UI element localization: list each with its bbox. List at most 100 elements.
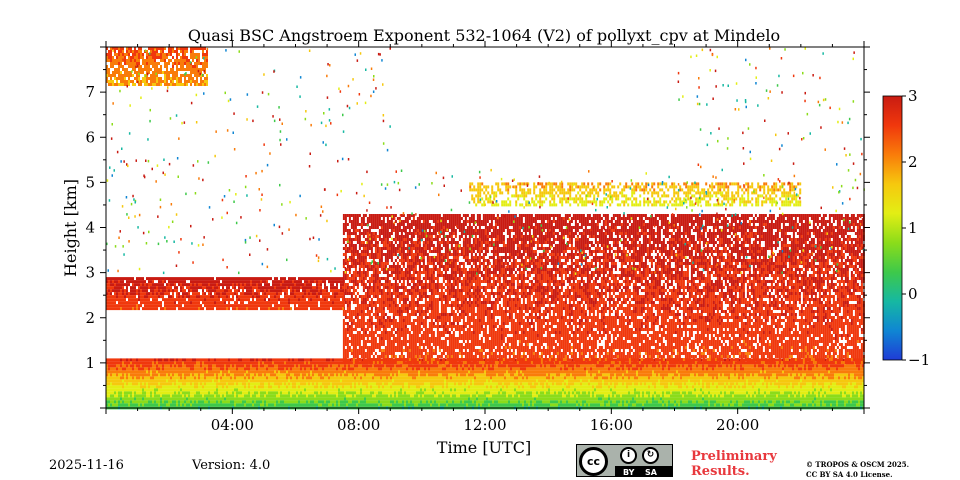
heat-cell	[626, 367, 628, 371]
heat-cell	[408, 367, 410, 371]
heat-cell	[194, 403, 196, 407]
heat-cell	[496, 358, 498, 362]
heat-cell	[322, 403, 324, 407]
heat-cell	[292, 367, 294, 371]
heat-cell	[176, 364, 178, 368]
heat-cell	[622, 388, 624, 392]
heat-cell	[492, 394, 494, 398]
heat-cell	[166, 400, 168, 404]
heat-cell	[536, 382, 538, 386]
heat-cell	[672, 364, 674, 368]
heat-cell	[312, 376, 314, 380]
heat-cell	[460, 397, 462, 401]
heat-cell	[586, 367, 588, 371]
heat-cell	[340, 394, 342, 398]
heat-cell	[208, 394, 210, 398]
heat-cell	[248, 388, 250, 392]
heat-cell	[560, 397, 562, 401]
heat-cell	[498, 370, 500, 374]
heat-cell	[294, 376, 296, 380]
heat-cell	[650, 400, 652, 404]
heat-cell	[322, 364, 324, 368]
heat-cell	[236, 358, 238, 362]
heat-cell	[388, 370, 390, 374]
heat-cell	[556, 373, 558, 377]
heat-cell	[330, 403, 332, 407]
heat-cell	[492, 388, 494, 392]
heat-cell	[254, 403, 256, 407]
heat-cell	[364, 400, 366, 404]
heat-cell	[404, 379, 406, 383]
heat-cell	[450, 376, 452, 380]
heat-cell	[482, 367, 484, 371]
heat-cell	[250, 361, 252, 365]
heat-cell	[282, 391, 284, 395]
heat-cell	[152, 382, 154, 386]
heat-cell	[552, 364, 554, 368]
heat-cell	[386, 364, 388, 368]
heat-cell	[476, 391, 478, 395]
heat-cell	[486, 391, 488, 395]
heat-cell	[142, 376, 144, 380]
heat-cell	[660, 379, 662, 383]
heat-cell	[120, 376, 122, 380]
heat-cell	[114, 385, 116, 389]
heat-cell	[210, 358, 212, 362]
heat-cell	[354, 394, 356, 398]
heat-cell	[548, 382, 550, 386]
heat-cell	[594, 370, 596, 374]
heat-cell	[680, 376, 682, 380]
heat-cell	[632, 388, 634, 392]
heat-cell	[150, 361, 152, 365]
heat-cell	[360, 403, 362, 407]
heat-cell	[406, 382, 408, 386]
heat-cell	[144, 370, 146, 374]
heat-cell	[520, 385, 522, 389]
heat-cell	[540, 370, 542, 374]
heat-cell	[212, 385, 214, 389]
heat-cell	[422, 385, 424, 389]
heat-cell	[218, 391, 220, 395]
heat-cell	[626, 391, 628, 395]
heat-cell	[248, 379, 250, 383]
heat-cell	[256, 370, 258, 374]
heat-cell	[176, 400, 178, 404]
heat-cell	[234, 400, 236, 404]
heat-cell	[594, 403, 596, 407]
heat-cell	[594, 376, 596, 380]
heat-cell	[126, 358, 128, 362]
heat-cell	[322, 382, 324, 386]
heat-cell	[634, 367, 636, 371]
heat-cell	[284, 361, 286, 365]
heat-cell	[522, 367, 524, 371]
heat-cell	[374, 370, 376, 374]
heat-cell	[394, 391, 396, 395]
heat-cell	[298, 400, 300, 404]
heat-cell	[584, 400, 586, 404]
heat-cell	[654, 388, 656, 392]
heat-cell	[686, 403, 688, 407]
heat-cell	[408, 385, 410, 389]
heat-cell	[380, 370, 382, 374]
heat-cell	[274, 370, 276, 374]
heat-cell	[666, 364, 668, 368]
heat-cell	[470, 400, 472, 404]
heat-cell	[446, 367, 448, 371]
heat-cell	[500, 400, 502, 404]
heat-cell	[680, 391, 682, 395]
heat-cell	[376, 379, 378, 383]
heat-cell	[684, 379, 686, 383]
heat-cell	[312, 373, 314, 377]
heat-cell	[220, 388, 222, 392]
heat-cell	[606, 388, 608, 392]
heat-cell	[374, 388, 376, 392]
heat-cell	[544, 388, 546, 392]
heat-cell	[158, 397, 160, 401]
heat-cell	[428, 370, 430, 374]
heat-cell	[592, 385, 594, 389]
heat-cell	[202, 361, 204, 365]
heat-cell	[392, 376, 394, 380]
heat-cell	[678, 394, 680, 398]
heat-cell	[110, 376, 112, 380]
heat-cell	[632, 367, 634, 371]
